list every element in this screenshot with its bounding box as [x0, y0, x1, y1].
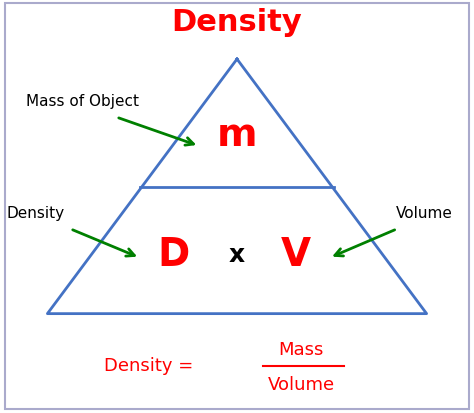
Text: Density: Density	[172, 8, 302, 37]
Text: m: m	[217, 115, 257, 153]
Text: Mass: Mass	[278, 340, 324, 358]
Text: Mass of Object: Mass of Object	[27, 94, 139, 109]
Text: Volume: Volume	[396, 205, 453, 220]
Text: D: D	[157, 235, 189, 273]
Text: x: x	[229, 242, 245, 266]
Text: Volume: Volume	[267, 375, 335, 393]
Text: Density: Density	[7, 205, 64, 220]
Text: Density =: Density =	[104, 356, 199, 375]
Text: V: V	[281, 235, 311, 273]
